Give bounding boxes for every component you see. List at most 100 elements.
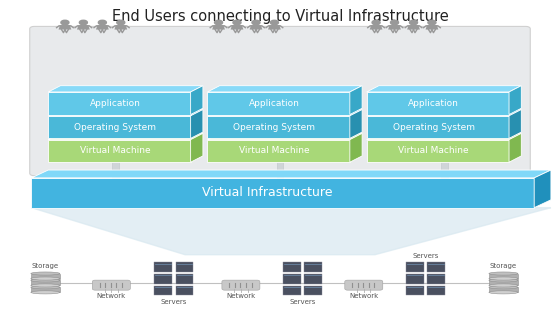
Polygon shape	[367, 133, 521, 140]
Polygon shape	[367, 116, 509, 138]
FancyBboxPatch shape	[175, 286, 193, 295]
Polygon shape	[48, 133, 203, 140]
Polygon shape	[31, 208, 551, 255]
Ellipse shape	[31, 277, 60, 280]
Polygon shape	[48, 116, 190, 138]
Polygon shape	[190, 110, 203, 138]
Ellipse shape	[489, 291, 518, 294]
Ellipse shape	[489, 272, 518, 275]
Polygon shape	[31, 273, 60, 278]
Text: Servers: Servers	[161, 299, 187, 305]
Polygon shape	[207, 86, 362, 92]
Text: Servers: Servers	[412, 254, 438, 260]
Polygon shape	[48, 110, 203, 116]
Text: Network: Network	[349, 293, 379, 299]
FancyBboxPatch shape	[283, 262, 301, 272]
Polygon shape	[350, 133, 362, 162]
Text: Operating System: Operating System	[74, 123, 156, 132]
Polygon shape	[489, 280, 518, 285]
Polygon shape	[112, 162, 119, 178]
Polygon shape	[250, 25, 263, 30]
Ellipse shape	[31, 279, 60, 282]
Polygon shape	[370, 25, 382, 30]
Polygon shape	[207, 116, 350, 138]
Polygon shape	[350, 86, 362, 115]
Polygon shape	[96, 25, 109, 30]
Polygon shape	[277, 162, 283, 178]
Polygon shape	[407, 25, 420, 30]
Polygon shape	[31, 178, 534, 208]
Polygon shape	[509, 86, 521, 115]
Polygon shape	[534, 170, 551, 208]
Circle shape	[372, 20, 380, 25]
Text: Operating System: Operating System	[234, 123, 315, 132]
Polygon shape	[48, 86, 203, 92]
FancyBboxPatch shape	[222, 280, 260, 290]
Circle shape	[409, 20, 418, 25]
FancyBboxPatch shape	[304, 274, 322, 284]
FancyBboxPatch shape	[175, 274, 193, 284]
FancyBboxPatch shape	[155, 274, 172, 284]
Text: Servers: Servers	[289, 299, 315, 305]
Polygon shape	[212, 25, 225, 30]
FancyBboxPatch shape	[427, 262, 445, 272]
Polygon shape	[367, 86, 521, 92]
Text: Virtual Machine: Virtual Machine	[80, 146, 151, 155]
Polygon shape	[190, 133, 203, 162]
Polygon shape	[489, 273, 518, 278]
Text: End Users connecting to Virtual Infrastructure: End Users connecting to Virtual Infrastr…	[111, 9, 449, 24]
FancyBboxPatch shape	[405, 262, 423, 272]
Text: Application: Application	[408, 99, 459, 108]
FancyBboxPatch shape	[155, 286, 172, 295]
Ellipse shape	[489, 277, 518, 280]
Polygon shape	[48, 92, 190, 115]
Polygon shape	[190, 86, 203, 115]
FancyBboxPatch shape	[92, 280, 130, 290]
Text: Storage: Storage	[490, 263, 517, 269]
Text: Network: Network	[97, 293, 126, 299]
Polygon shape	[31, 287, 60, 292]
Ellipse shape	[31, 284, 60, 287]
Circle shape	[270, 20, 278, 25]
FancyBboxPatch shape	[304, 286, 322, 295]
Polygon shape	[441, 162, 448, 178]
Polygon shape	[207, 140, 350, 162]
Polygon shape	[426, 25, 438, 30]
Ellipse shape	[489, 286, 518, 289]
Ellipse shape	[31, 291, 60, 294]
Text: Operating System: Operating System	[393, 123, 474, 132]
Polygon shape	[31, 280, 60, 285]
Polygon shape	[509, 133, 521, 162]
FancyBboxPatch shape	[345, 280, 383, 290]
FancyBboxPatch shape	[304, 262, 322, 272]
Polygon shape	[388, 25, 401, 30]
Polygon shape	[367, 92, 509, 115]
Polygon shape	[367, 140, 509, 162]
Polygon shape	[509, 110, 521, 138]
Polygon shape	[114, 25, 127, 30]
FancyBboxPatch shape	[30, 26, 530, 176]
Polygon shape	[367, 110, 521, 116]
Polygon shape	[207, 110, 362, 116]
Circle shape	[99, 20, 106, 25]
Ellipse shape	[31, 286, 60, 289]
Circle shape	[428, 20, 436, 25]
Circle shape	[252, 20, 260, 25]
Circle shape	[117, 20, 125, 25]
FancyBboxPatch shape	[405, 286, 423, 295]
Circle shape	[214, 20, 222, 25]
Circle shape	[233, 20, 241, 25]
FancyBboxPatch shape	[427, 286, 445, 295]
FancyBboxPatch shape	[427, 274, 445, 284]
Circle shape	[61, 20, 69, 25]
FancyBboxPatch shape	[283, 274, 301, 284]
Text: Virtual Machine: Virtual Machine	[239, 146, 310, 155]
Polygon shape	[489, 287, 518, 292]
Polygon shape	[207, 92, 350, 115]
FancyBboxPatch shape	[155, 262, 172, 272]
Circle shape	[390, 20, 399, 25]
FancyBboxPatch shape	[405, 274, 423, 284]
Polygon shape	[207, 133, 362, 140]
Circle shape	[80, 20, 87, 25]
Text: Virtual Infrastructure: Virtual Infrastructure	[203, 186, 333, 199]
